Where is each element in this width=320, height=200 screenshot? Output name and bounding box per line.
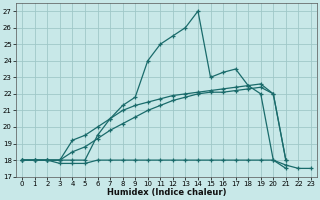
X-axis label: Humidex (Indice chaleur): Humidex (Indice chaleur) xyxy=(107,188,226,197)
